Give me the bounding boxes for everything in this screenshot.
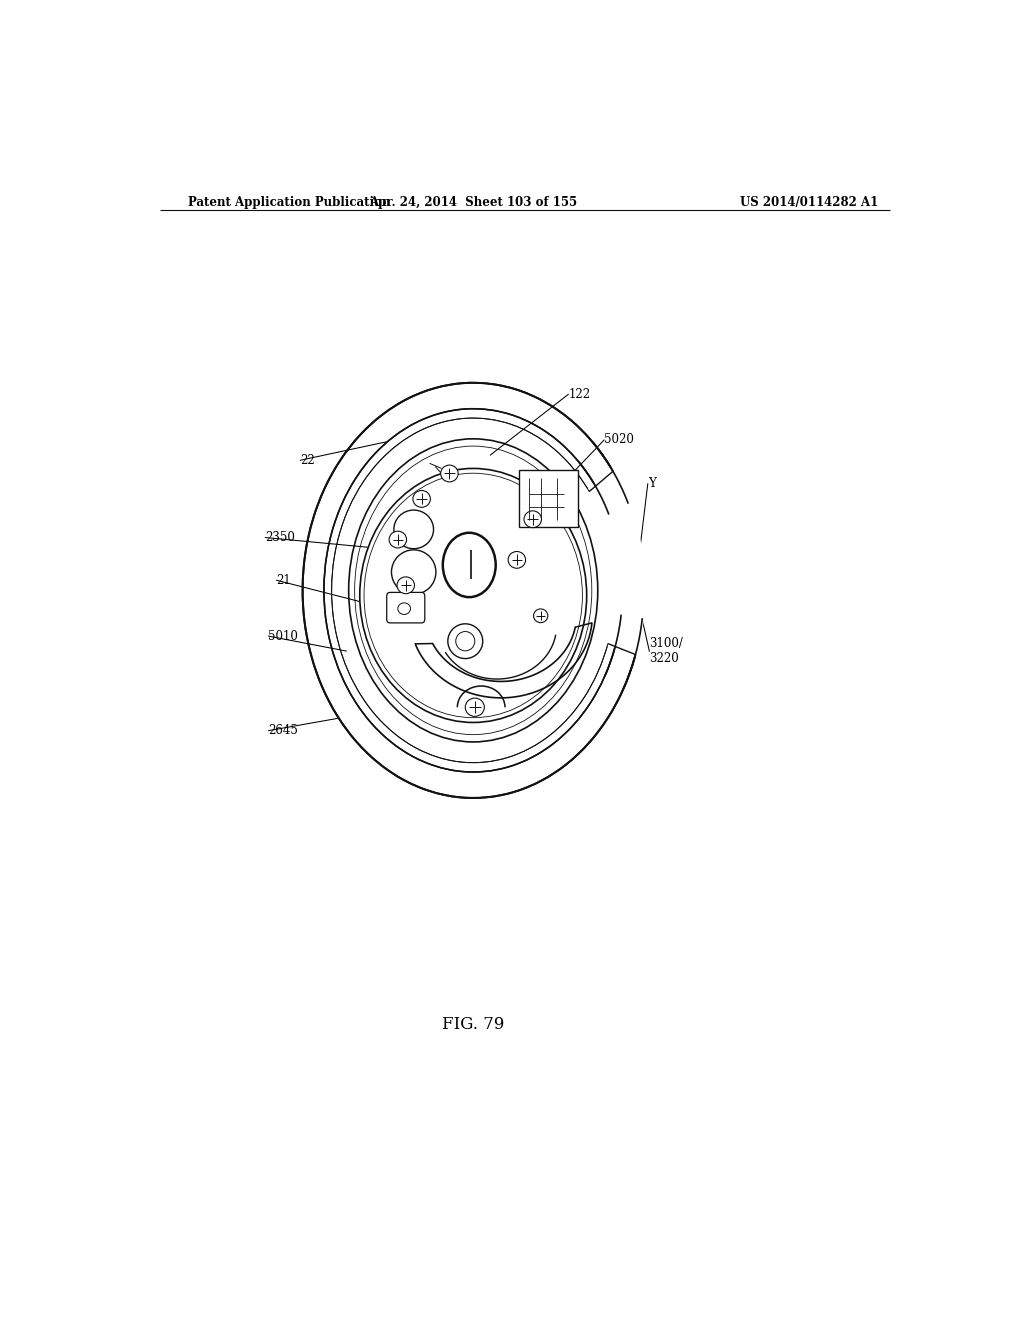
Ellipse shape — [447, 624, 482, 659]
Text: 22: 22 — [300, 454, 315, 467]
Ellipse shape — [534, 609, 548, 623]
Text: 5020: 5020 — [604, 433, 634, 446]
Text: 2645: 2645 — [268, 725, 298, 737]
Polygon shape — [587, 470, 645, 655]
Ellipse shape — [508, 552, 525, 569]
FancyBboxPatch shape — [519, 470, 578, 528]
Ellipse shape — [354, 446, 592, 735]
Ellipse shape — [391, 550, 436, 594]
Ellipse shape — [397, 577, 415, 594]
Ellipse shape — [440, 465, 458, 482]
Ellipse shape — [397, 603, 411, 614]
Ellipse shape — [394, 510, 433, 549]
Ellipse shape — [442, 533, 496, 597]
Text: 5010: 5010 — [268, 630, 298, 643]
Ellipse shape — [364, 473, 583, 718]
Text: 3100/
3220: 3100/ 3220 — [649, 638, 683, 665]
Ellipse shape — [413, 491, 430, 507]
Text: US 2014/0114282 A1: US 2014/0114282 A1 — [739, 195, 878, 209]
Ellipse shape — [324, 409, 623, 772]
Text: Y: Y — [648, 477, 655, 490]
Ellipse shape — [389, 531, 407, 548]
Text: 122: 122 — [568, 388, 591, 401]
Text: FIG. 79: FIG. 79 — [442, 1016, 505, 1032]
Text: 2350: 2350 — [265, 531, 295, 544]
Text: Patent Application Publication: Patent Application Publication — [187, 195, 390, 209]
Ellipse shape — [465, 698, 484, 717]
Ellipse shape — [456, 631, 475, 651]
Ellipse shape — [303, 383, 644, 799]
Text: 21: 21 — [276, 574, 291, 586]
Ellipse shape — [332, 418, 614, 763]
FancyBboxPatch shape — [387, 593, 425, 623]
Text: Apr. 24, 2014  Sheet 103 of 155: Apr. 24, 2014 Sheet 103 of 155 — [370, 195, 578, 209]
Ellipse shape — [359, 469, 587, 722]
Ellipse shape — [524, 511, 542, 528]
Ellipse shape — [348, 438, 598, 742]
